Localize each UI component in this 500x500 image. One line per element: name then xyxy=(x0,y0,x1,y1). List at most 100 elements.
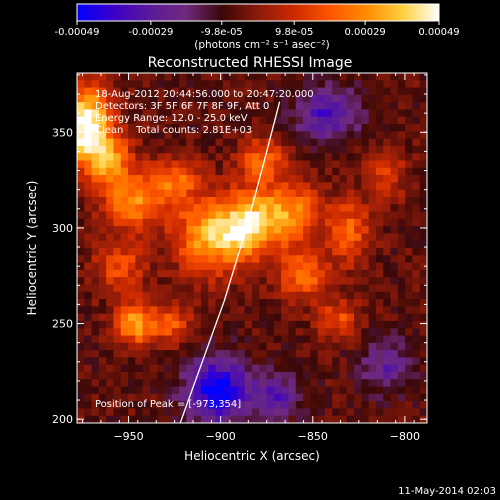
heatmap-cell xyxy=(346,182,355,191)
heatmap-cell xyxy=(215,226,224,234)
heatmap-cell xyxy=(375,196,384,205)
heatmap-cell xyxy=(149,393,158,402)
heatmap-cell xyxy=(405,73,413,81)
heatmap-cell xyxy=(310,299,319,307)
heatmap-cell xyxy=(332,284,340,293)
heatmap-cell xyxy=(354,160,362,169)
heatmap-cell xyxy=(244,379,253,387)
heatmap-cell xyxy=(237,211,246,220)
heatmap-cell xyxy=(383,306,391,315)
heatmap-cell xyxy=(149,94,158,103)
heatmap-cell xyxy=(397,379,406,387)
heatmap-cell xyxy=(281,218,289,227)
heatmap-cell xyxy=(368,262,377,271)
heatmap-cell xyxy=(222,189,231,198)
heatmap-cell xyxy=(339,401,348,409)
heatmap-cell xyxy=(324,167,333,176)
heatmap-cell xyxy=(303,218,311,227)
heatmap-cell xyxy=(383,284,391,293)
heatmap-cell xyxy=(368,145,377,154)
heatmap-cell xyxy=(310,233,319,242)
heatmap-cell xyxy=(237,73,246,81)
heatmap-cell xyxy=(259,145,267,154)
heatmap-cell xyxy=(135,87,144,96)
heatmap-cell xyxy=(106,262,114,271)
heatmap-cell xyxy=(186,328,195,336)
heatmap-cell xyxy=(273,102,282,110)
heatmap-cell xyxy=(310,196,319,205)
heatmap-cell xyxy=(397,299,406,307)
heatmap-cell xyxy=(142,80,151,88)
heatmap-cell xyxy=(295,218,304,227)
heatmap-cell xyxy=(324,299,333,307)
heatmap-cell xyxy=(288,211,297,220)
heatmap-cell xyxy=(91,284,100,293)
heatmap-cell xyxy=(215,320,224,329)
heatmap-cell xyxy=(149,189,158,198)
heatmap-cell xyxy=(397,291,406,300)
heatmap-cell xyxy=(171,204,180,212)
heatmap-cell xyxy=(324,102,333,110)
heatmap-cell xyxy=(128,415,136,423)
heatmap-cell xyxy=(303,357,311,366)
heatmap-cell xyxy=(368,328,377,336)
heatmap-cell xyxy=(98,328,107,336)
heatmap-cell xyxy=(303,145,311,154)
heatmap-cell xyxy=(332,116,340,125)
heatmap-cell xyxy=(419,386,427,395)
heatmap-cell xyxy=(383,218,391,227)
heatmap-cell xyxy=(142,175,151,183)
heatmap-cell xyxy=(412,248,421,256)
heatmap-cell xyxy=(91,408,100,417)
heatmap-cell xyxy=(193,335,202,344)
heatmap-cell xyxy=(142,299,151,307)
heatmap-cell xyxy=(215,94,224,103)
heatmap-cell xyxy=(295,255,304,263)
heatmap-cell xyxy=(244,248,253,256)
heatmap-cell xyxy=(419,291,427,300)
heatmap-cell xyxy=(295,306,304,315)
heatmap-cell xyxy=(215,342,224,351)
heatmap-cell xyxy=(230,204,238,212)
heatmap-cell xyxy=(375,248,384,256)
heatmap-cell xyxy=(368,167,377,176)
heatmap-cell xyxy=(171,357,180,366)
heatmap-cell xyxy=(397,386,406,395)
heatmap-cell xyxy=(186,138,195,147)
heatmap-cell xyxy=(332,196,340,205)
heatmap-cell xyxy=(310,328,319,336)
heatmap-cell xyxy=(106,320,114,329)
heatmap-cell xyxy=(208,342,216,351)
heatmap-cell xyxy=(171,175,180,183)
heatmap-cell xyxy=(91,350,100,358)
heatmap-cell xyxy=(193,167,202,176)
heatmap-cell xyxy=(317,393,326,402)
heatmap-cell xyxy=(200,145,209,154)
heatmap-cell xyxy=(368,211,377,220)
heatmap-cell xyxy=(266,284,275,293)
heatmap-cell xyxy=(77,284,85,293)
heatmap-cell xyxy=(91,226,100,234)
heatmap-cell xyxy=(346,160,355,169)
heatmap-cell xyxy=(106,160,114,169)
heatmap-cell xyxy=(332,342,340,351)
chart-title: Reconstructed RHESSI Image xyxy=(148,55,353,71)
heatmap-cell xyxy=(106,109,114,118)
heatmap-cell xyxy=(324,248,333,256)
heatmap-cell xyxy=(405,342,413,351)
heatmap-cell xyxy=(237,204,246,212)
heatmap-cell xyxy=(106,73,114,81)
heatmap-cell xyxy=(383,204,391,212)
heatmap-cell xyxy=(346,87,355,96)
heatmap-cell xyxy=(113,364,122,373)
heatmap-cell xyxy=(397,284,406,293)
heatmap-cell xyxy=(354,145,362,154)
heatmap-cell xyxy=(368,306,377,315)
heatmap-cell xyxy=(288,226,297,234)
heatmap-cell xyxy=(252,284,260,293)
heatmap-cell xyxy=(368,291,377,300)
heatmap-cell xyxy=(390,379,399,387)
heatmap-cell xyxy=(222,379,231,387)
heatmap-cell xyxy=(157,328,165,336)
heatmap-cell xyxy=(310,386,319,395)
